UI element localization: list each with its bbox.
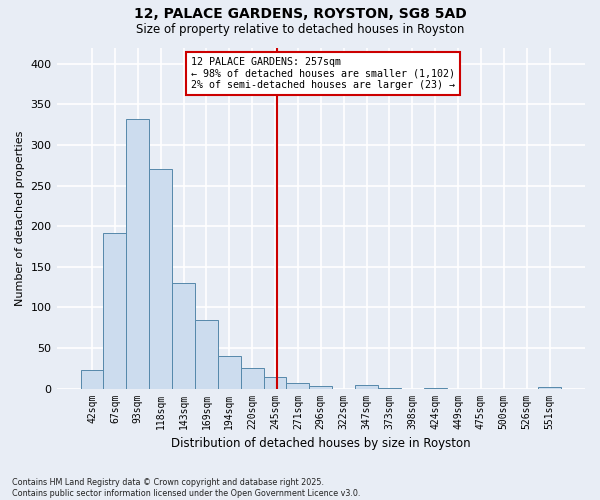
- Bar: [218, 356, 241, 388]
- Text: 12, PALACE GARDENS, ROYSTON, SG8 5AD: 12, PALACE GARDENS, ROYSTON, SG8 5AD: [134, 8, 466, 22]
- Bar: [103, 232, 127, 388]
- Bar: [80, 370, 103, 388]
- X-axis label: Distribution of detached houses by size in Royston: Distribution of detached houses by size …: [171, 437, 470, 450]
- Bar: [241, 368, 263, 388]
- Y-axis label: Number of detached properties: Number of detached properties: [15, 130, 25, 306]
- Bar: [355, 386, 378, 388]
- Bar: [172, 283, 195, 389]
- Text: Size of property relative to detached houses in Royston: Size of property relative to detached ho…: [136, 22, 464, 36]
- Bar: [286, 383, 310, 388]
- Bar: [149, 170, 172, 388]
- Bar: [195, 320, 218, 388]
- Bar: [538, 387, 561, 388]
- Bar: [263, 377, 286, 388]
- Text: Contains HM Land Registry data © Crown copyright and database right 2025.
Contai: Contains HM Land Registry data © Crown c…: [12, 478, 361, 498]
- Bar: [310, 386, 332, 388]
- Bar: [127, 119, 149, 388]
- Text: 12 PALACE GARDENS: 257sqm
← 98% of detached houses are smaller (1,102)
2% of sem: 12 PALACE GARDENS: 257sqm ← 98% of detac…: [191, 57, 455, 90]
